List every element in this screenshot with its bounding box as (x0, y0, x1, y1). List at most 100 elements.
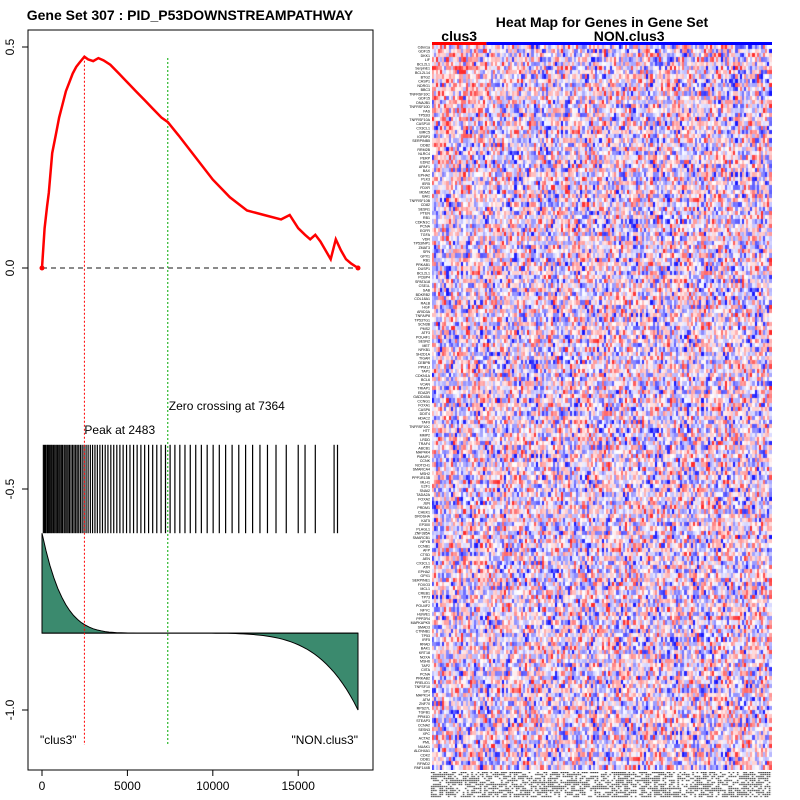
heatmap-row-label: PCBP4 (418, 276, 430, 280)
heatmap-row-label: TRIAP1 (417, 387, 430, 391)
x-tick-label: 0 (39, 779, 46, 793)
heatmap-row-label: SAB (423, 289, 431, 293)
heatmap-row-label: PCNA (420, 225, 431, 229)
heatmap-row-label: CX3CL1 (416, 126, 430, 130)
heatmap-row-label: RRM2B (417, 148, 430, 152)
heatmap-row-label: ALDH4A1 (414, 749, 430, 753)
heatmap-row-label: TAF9 (421, 421, 430, 425)
heatmap-row-label: TIGAR (419, 357, 430, 361)
y-tick-label: -0.5 (3, 478, 17, 499)
heatmap-row-label: E2F1 (421, 485, 430, 489)
heatmap-row-label: FOXO3 (418, 583, 430, 587)
heatmap-row-label: PMS2 (420, 327, 430, 331)
heatmap-row-label: Cdkn1a (418, 45, 430, 49)
heatmap-row-label: CSE1L (419, 284, 430, 288)
heatmap-row-label: RB1 (423, 216, 430, 220)
heatmap-group-label-clus3: clus3 (441, 28, 477, 44)
heatmap-row-label: COL18A1 (414, 297, 430, 301)
heatmap-row-label: SerpinE1 (415, 67, 430, 71)
heatmap-row-label: TP53 (421, 634, 430, 638)
heatmap-row-label: SESN1 (418, 208, 430, 212)
heatmap-panel: Heat Map for Genes in Gene Set clus3 NON… (409, 14, 772, 770)
heatmap-row-label: ZMAT3 (418, 246, 430, 250)
heatmap-group-label-non-clus3: NON.clus3 (594, 28, 665, 44)
heatmap-row-label: SERPINE1 (412, 579, 430, 583)
heatmap-row-label: ATR (423, 566, 430, 570)
heatmap-row-label: DDIT4 (420, 412, 430, 416)
heatmap-row-label: SMAD3 (418, 625, 430, 629)
heatmap-row-label: CDKN1C (415, 220, 430, 224)
enrichment-end-point (355, 265, 361, 271)
heatmap-row-label: WT1 (422, 600, 430, 604)
y-tick-label: 0.0 (3, 259, 17, 276)
heatmap-row-label: RPS27L (417, 706, 430, 710)
heatmap-row-label: BCL2L14 (415, 71, 430, 75)
heatmap-row-label: NDRG1 (417, 84, 430, 88)
x-axis: 0 5000 10000 15000 (39, 770, 315, 793)
enrichment-plot-title: Gene Set 307 : PID_P53DOWNSTREAMPATHWAY (27, 7, 354, 23)
heatmap-row-label: MAPKAPK5 (411, 621, 430, 625)
heatmap-row-label: EPHA2 (418, 173, 430, 177)
heatmap-row-label: PPP1R13B (412, 476, 431, 480)
heatmap-row-label: CASP10 (416, 122, 430, 126)
left-group-label: "clus3" (40, 733, 77, 747)
heatmap-row-label: BAI1 (422, 195, 430, 199)
right-group-label: "NON.clus3" (291, 733, 358, 747)
heatmap-row-label: XPC (423, 732, 431, 736)
heatmap-row-label: CDK2 (420, 753, 430, 757)
heatmap-row-label: NUAK1 (418, 745, 430, 749)
heatmap-row-label: FAS (423, 109, 430, 113)
heatmap-row-label: SCN3B (418, 323, 431, 327)
heatmap-row-label: FDXR (420, 186, 430, 190)
heatmap-row-label: NOTCH1 (415, 463, 430, 467)
heatmap-row-label: MCL1 (420, 587, 430, 591)
heatmap-row-label: TNFAIP8 (415, 314, 430, 318)
heatmap-row-label: SMARCB1 (413, 536, 430, 540)
heatmap-row-label: AEN (423, 557, 431, 561)
heatmap-row-label: TNFRSF10C (409, 92, 430, 96)
y-tick-label: -1.0 (3, 699, 17, 720)
heatmap-row-label: EP300 (419, 523, 430, 527)
heatmap-row-label: TP53TG1 (414, 318, 430, 322)
heatmap-row-label: NFYB (420, 540, 430, 544)
heatmap-row-label: BCL6 (421, 378, 430, 382)
enrichment-plot: Gene Set 307 : PID_P53DOWNSTREAMPATHWAY … (3, 7, 374, 793)
heatmap-row-label: PPM1J (418, 365, 430, 369)
heatmap-row-label: ABCB1 (418, 446, 430, 450)
heatmap-row-label: DDB2 (420, 144, 430, 148)
heatmap-row-label: TP53I3 (418, 114, 430, 118)
heatmap-row-label: SPATA18 (415, 280, 430, 284)
heatmap-row-label: CHEK1 (418, 510, 430, 514)
heatmap-row-label: FOXA2 (418, 498, 430, 502)
heatmap-row-label: DKK1 (421, 54, 430, 58)
heatmap-row-label: SP1 (423, 689, 430, 693)
heatmap-row-label: TAP2 (421, 664, 430, 668)
heatmap-row-label: MAPK14 (416, 694, 430, 698)
heatmap-row-label: SESN2 (418, 340, 430, 344)
heatmap-column-labels (430, 772, 772, 798)
heatmap-row-label: TGFA (421, 233, 431, 237)
ranked-metric-fill (41, 533, 359, 711)
heatmap-row-label: POU4F2 (416, 604, 430, 608)
heatmap-row-label: HDAC2 (418, 416, 430, 420)
heatmap-row-label: TAP1 (421, 370, 430, 374)
heatmap-row-label: HTT (423, 429, 431, 433)
heatmap-row-label: RFWD2 (417, 762, 430, 766)
heatmap-row-label: IRF5 (422, 638, 430, 642)
heatmap-row-label: ARID3A (417, 310, 431, 314)
heatmap-row-label: PRKAB1 (416, 263, 430, 267)
heatmap-row-label: HGF (422, 306, 430, 310)
heatmap-row-label: TP53INP1 (413, 242, 430, 246)
heatmap-row-label: JUN (423, 502, 430, 506)
heatmap-row-label: PRELID1 (415, 681, 430, 685)
heatmap-row-label: BIRC5 (419, 131, 430, 135)
heatmap-row-label: GADD45A (413, 395, 430, 399)
heatmap-row-label: RALB (421, 301, 431, 305)
enrichment-start-point (39, 265, 45, 271)
heatmap-row-label: BAX (423, 169, 431, 173)
heatmap-row-label: TNFSF10 (414, 685, 430, 689)
heatmap-row-label: RRAD (420, 643, 431, 647)
heatmap-row-label: CCNK (420, 459, 431, 463)
heatmap-row-label: BAK1 (421, 647, 430, 651)
